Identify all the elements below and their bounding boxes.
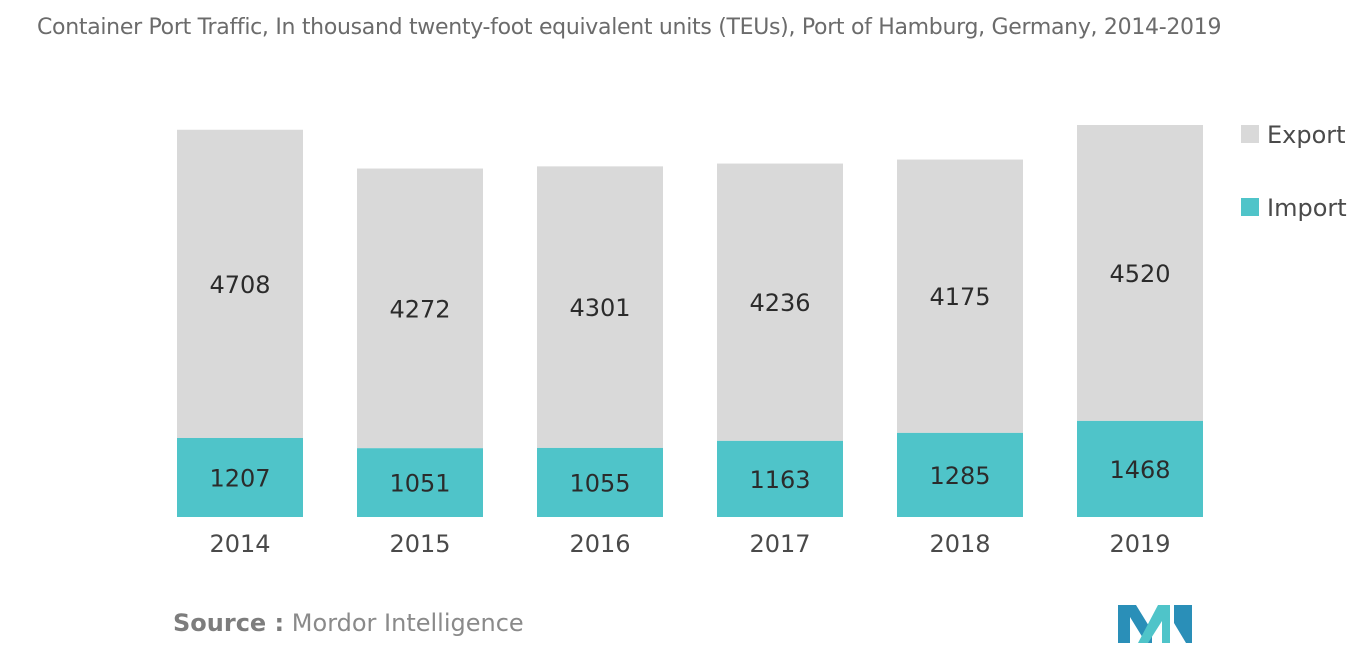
x-tick-label-2016: 2016: [569, 530, 630, 558]
data-label-export-2019: 4520: [1109, 260, 1170, 288]
data-label-export-2016: 4301: [569, 294, 630, 322]
x-tick-label-2014: 2014: [209, 530, 270, 558]
x-tick-label-2015: 2015: [389, 530, 450, 558]
stacked-bar-chart: 4708 1207 2014 4272 1051 2015 4301 1055 2016 4236…: [177, 121, 1347, 558]
bar-import-2019: [1077, 420, 1203, 517]
source-note: Source : Mordor Intelligence: [173, 606, 524, 640]
bar-import-2015: [357, 448, 483, 517]
data-label-export-2015: 4272: [389, 295, 450, 323]
chart-title: Container Port Traffic, In thousand twen…: [37, 15, 1222, 40]
source-name: Mordor Intelligence: [291, 609, 524, 637]
legend-swatch-export: [1241, 125, 1259, 143]
bar-export-2018: [897, 159, 1023, 433]
legend-swatch-import: [1241, 198, 1259, 216]
source-prefix: Source :: [173, 609, 285, 637]
data-label-import-2018: 1285: [929, 462, 990, 490]
legend-label-export: Export: [1267, 121, 1346, 149]
data-label-import-2017: 1163: [749, 466, 810, 494]
data-label-import-2019: 1468: [1109, 456, 1170, 484]
data-label-export-2018: 4175: [929, 283, 990, 311]
x-tick-label-2019: 2019: [1109, 530, 1170, 558]
bar-import-2014: [177, 437, 303, 517]
data-label-export-2017: 4236: [749, 289, 810, 317]
data-label-import-2015: 1051: [389, 470, 450, 498]
legend-label-import: Import: [1267, 194, 1347, 222]
mordor-intelligence-logo-icon: [1118, 605, 1192, 643]
bar-export-2019: [1077, 125, 1203, 421]
bar-import-2016: [537, 447, 663, 517]
bar-import-2018: [897, 432, 1023, 517]
data-label-import-2016: 1055: [569, 469, 630, 497]
bar-export-2016: [537, 166, 663, 448]
data-label-export-2014: 4708: [209, 271, 270, 299]
x-tick-label-2018: 2018: [929, 530, 990, 558]
bar-export-2015: [357, 168, 483, 449]
bar-export-2017: [717, 163, 843, 441]
x-tick-label-2017: 2017: [749, 530, 810, 558]
data-label-import-2014: 1207: [209, 464, 270, 492]
bar-import-2017: [717, 440, 843, 517]
bar-export-2014: [177, 129, 303, 438]
